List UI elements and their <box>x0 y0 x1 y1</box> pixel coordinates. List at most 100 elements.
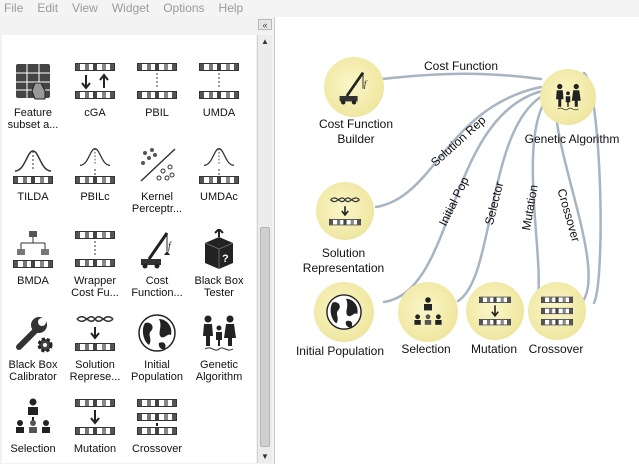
tool-tilda[interactable]: TILDA <box>2 143 64 223</box>
tool-label-line2: subset a... <box>2 119 64 131</box>
umda-icon <box>199 61 239 101</box>
scroll-down-button[interactable]: ▼ <box>258 450 272 463</box>
mutation-icon <box>479 295 511 327</box>
tool-label-line1: UMDA <box>188 107 250 119</box>
tool-cga[interactable]: cGA <box>64 59 126 139</box>
tool-label-line2: Function... <box>126 287 188 299</box>
tool-solution-representation[interactable]: Solution Represe... <box>64 311 126 391</box>
crossover-icon <box>541 295 573 327</box>
tool-genetic-algorithm[interactable]: Genetic Algorithm <box>188 311 250 391</box>
tool-bmda[interactable]: BMDA <box>2 227 64 307</box>
globe-icon <box>325 293 363 331</box>
menu-options[interactable]: Options <box>163 0 204 17</box>
node-label-mutation: Mutation <box>464 342 524 357</box>
tool-initial-population[interactable]: Initial Population <box>126 311 188 391</box>
family-icon <box>199 313 239 353</box>
tool-crossover[interactable]: Crossover <box>126 395 188 463</box>
tool-label-line2: Algorithm <box>188 371 250 383</box>
crane-icon: f <box>336 69 372 105</box>
node-selection[interactable] <box>398 282 458 342</box>
tool-umda[interactable]: UMDA <box>188 59 250 139</box>
tool-label-line1: UMDAc <box>188 191 250 203</box>
tool-selection[interactable]: Selection <box>2 395 64 463</box>
tool-label-line1: Initial <box>126 359 188 371</box>
node-label-cost-function-builder: Cost Function Builder <box>306 117 406 147</box>
tool-label-line2: Perceptr... <box>126 203 188 215</box>
tilda-icon <box>13 145 53 185</box>
crane-icon: f <box>137 229 177 269</box>
tool-label-line1: Crossover <box>126 443 188 455</box>
tool-cost-function[interactable]: f Cost Function... <box>126 227 188 307</box>
link-cost-function[interactable] <box>382 74 541 79</box>
tool-pbil[interactable]: PBIL <box>126 59 188 139</box>
dna-icon <box>75 313 115 353</box>
svg-text:?: ? <box>222 253 229 265</box>
mutation-icon <box>75 397 115 437</box>
menu-view[interactable]: View <box>72 0 98 17</box>
svg-text:f: f <box>168 241 172 252</box>
tool-wrapper-cost[interactable]: Wrapper Cost Fu... <box>64 227 126 307</box>
tool-label-line1: Mutation <box>64 443 126 455</box>
node-label-selection: Selection <box>396 342 456 357</box>
workflow-canvas[interactable]: f <box>276 17 639 464</box>
menu-help[interactable]: Help <box>219 0 244 17</box>
node-label-genetic-algorithm: Genetic Algorithm <box>517 132 627 147</box>
tool-label-line1: TILDA <box>2 191 64 203</box>
tool-label-line2: Calibrator <box>2 371 64 383</box>
node-label-line1: Solution <box>291 246 396 261</box>
node-label-solution-representation: Solution Representation <box>291 246 396 276</box>
node-mutation[interactable] <box>466 282 524 340</box>
table-hand-icon <box>13 61 53 101</box>
cga-icon <box>75 61 115 101</box>
tool-pbilc[interactable]: PBILc <box>64 143 126 223</box>
node-label-line1: Cost Function <box>306 117 406 132</box>
wrapper-icon <box>75 229 115 269</box>
node-label-line2: Builder <box>306 132 406 147</box>
tool-feature-subset[interactable]: Feature subset a... <box>2 59 64 139</box>
node-genetic-algorithm[interactable] <box>540 69 596 125</box>
tool-label-line2: Cost Fu... <box>64 287 126 299</box>
tool-label-line1: Black Box <box>2 359 64 371</box>
dna-icon <box>329 195 361 227</box>
widget-toolbox-panel: « Feature subset a... cGA <box>0 17 275 464</box>
family-icon <box>553 82 583 112</box>
node-initial-population[interactable] <box>314 282 374 342</box>
kernel-icon <box>137 145 177 185</box>
node-label-crossover: Crossover <box>526 342 586 357</box>
menu-widget[interactable]: Widget <box>112 0 149 17</box>
node-cost-function-builder[interactable]: f <box>324 57 384 117</box>
pbil-icon <box>137 61 177 101</box>
selection-icon <box>412 296 444 328</box>
tool-label-line1: Kernel <box>126 191 188 203</box>
tool-label-line1: BMDA <box>2 275 64 287</box>
link-label-cost-function: Cost Function <box>424 59 498 73</box>
tool-label-line1: Genetic <box>188 359 250 371</box>
tool-label-line1: Feature <box>2 107 64 119</box>
tool-kernel-perceptron[interactable]: Kernel Perceptr... <box>126 143 188 223</box>
tool-mutation[interactable]: Mutation <box>64 395 126 463</box>
pbilc-icon <box>75 145 115 185</box>
tool-label-line2: Represe... <box>64 371 126 383</box>
menu-edit[interactable]: Edit <box>37 0 58 17</box>
tool-label-line1: Black Box <box>188 275 250 287</box>
tool-label-line1: Cost <box>126 275 188 287</box>
crossover-icon <box>137 397 177 437</box>
scroll-up-button[interactable]: ▲ <box>258 35 272 48</box>
scrollbar-thumb[interactable] <box>260 227 270 447</box>
black-box-icon: ? <box>199 229 239 269</box>
collapse-panel-button[interactable]: « <box>258 19 272 30</box>
umdac-icon <box>199 145 239 185</box>
globe-icon <box>137 313 177 353</box>
tool-black-box-calibrator[interactable]: Black Box Calibrator <box>2 311 64 391</box>
menu-bar: File Edit View Widget Options Help <box>0 0 639 17</box>
node-crossover[interactable] <box>528 282 586 340</box>
toolbox-scrollbar[interactable]: ▲ ▼ <box>257 35 272 463</box>
tool-umdac[interactable]: UMDAc <box>188 143 250 223</box>
tool-label-line1: Selection <box>2 443 64 455</box>
tool-label-line1: Wrapper <box>64 275 126 287</box>
tool-black-box-tester[interactable]: ? Black Box Tester <box>188 227 250 307</box>
tool-label-line1: cGA <box>64 107 126 119</box>
node-solution-representation[interactable] <box>316 182 374 240</box>
menu-file[interactable]: File <box>4 0 23 17</box>
tool-label-line1: PBILc <box>64 191 126 203</box>
